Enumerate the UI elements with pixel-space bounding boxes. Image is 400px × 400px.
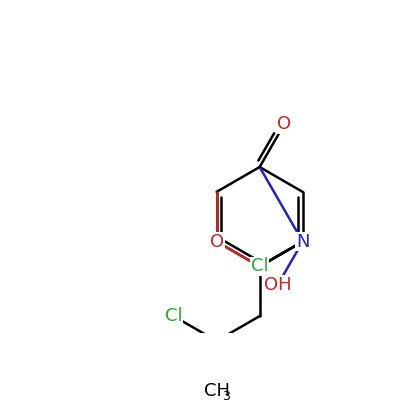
Text: O: O [278, 115, 292, 133]
Text: Cl: Cl [165, 307, 182, 325]
Text: N: N [296, 232, 310, 250]
Text: 3: 3 [222, 390, 230, 400]
Text: Cl: Cl [251, 258, 268, 276]
Text: OH: OH [264, 276, 292, 294]
Text: CH: CH [204, 382, 230, 400]
Text: O: O [210, 232, 224, 250]
